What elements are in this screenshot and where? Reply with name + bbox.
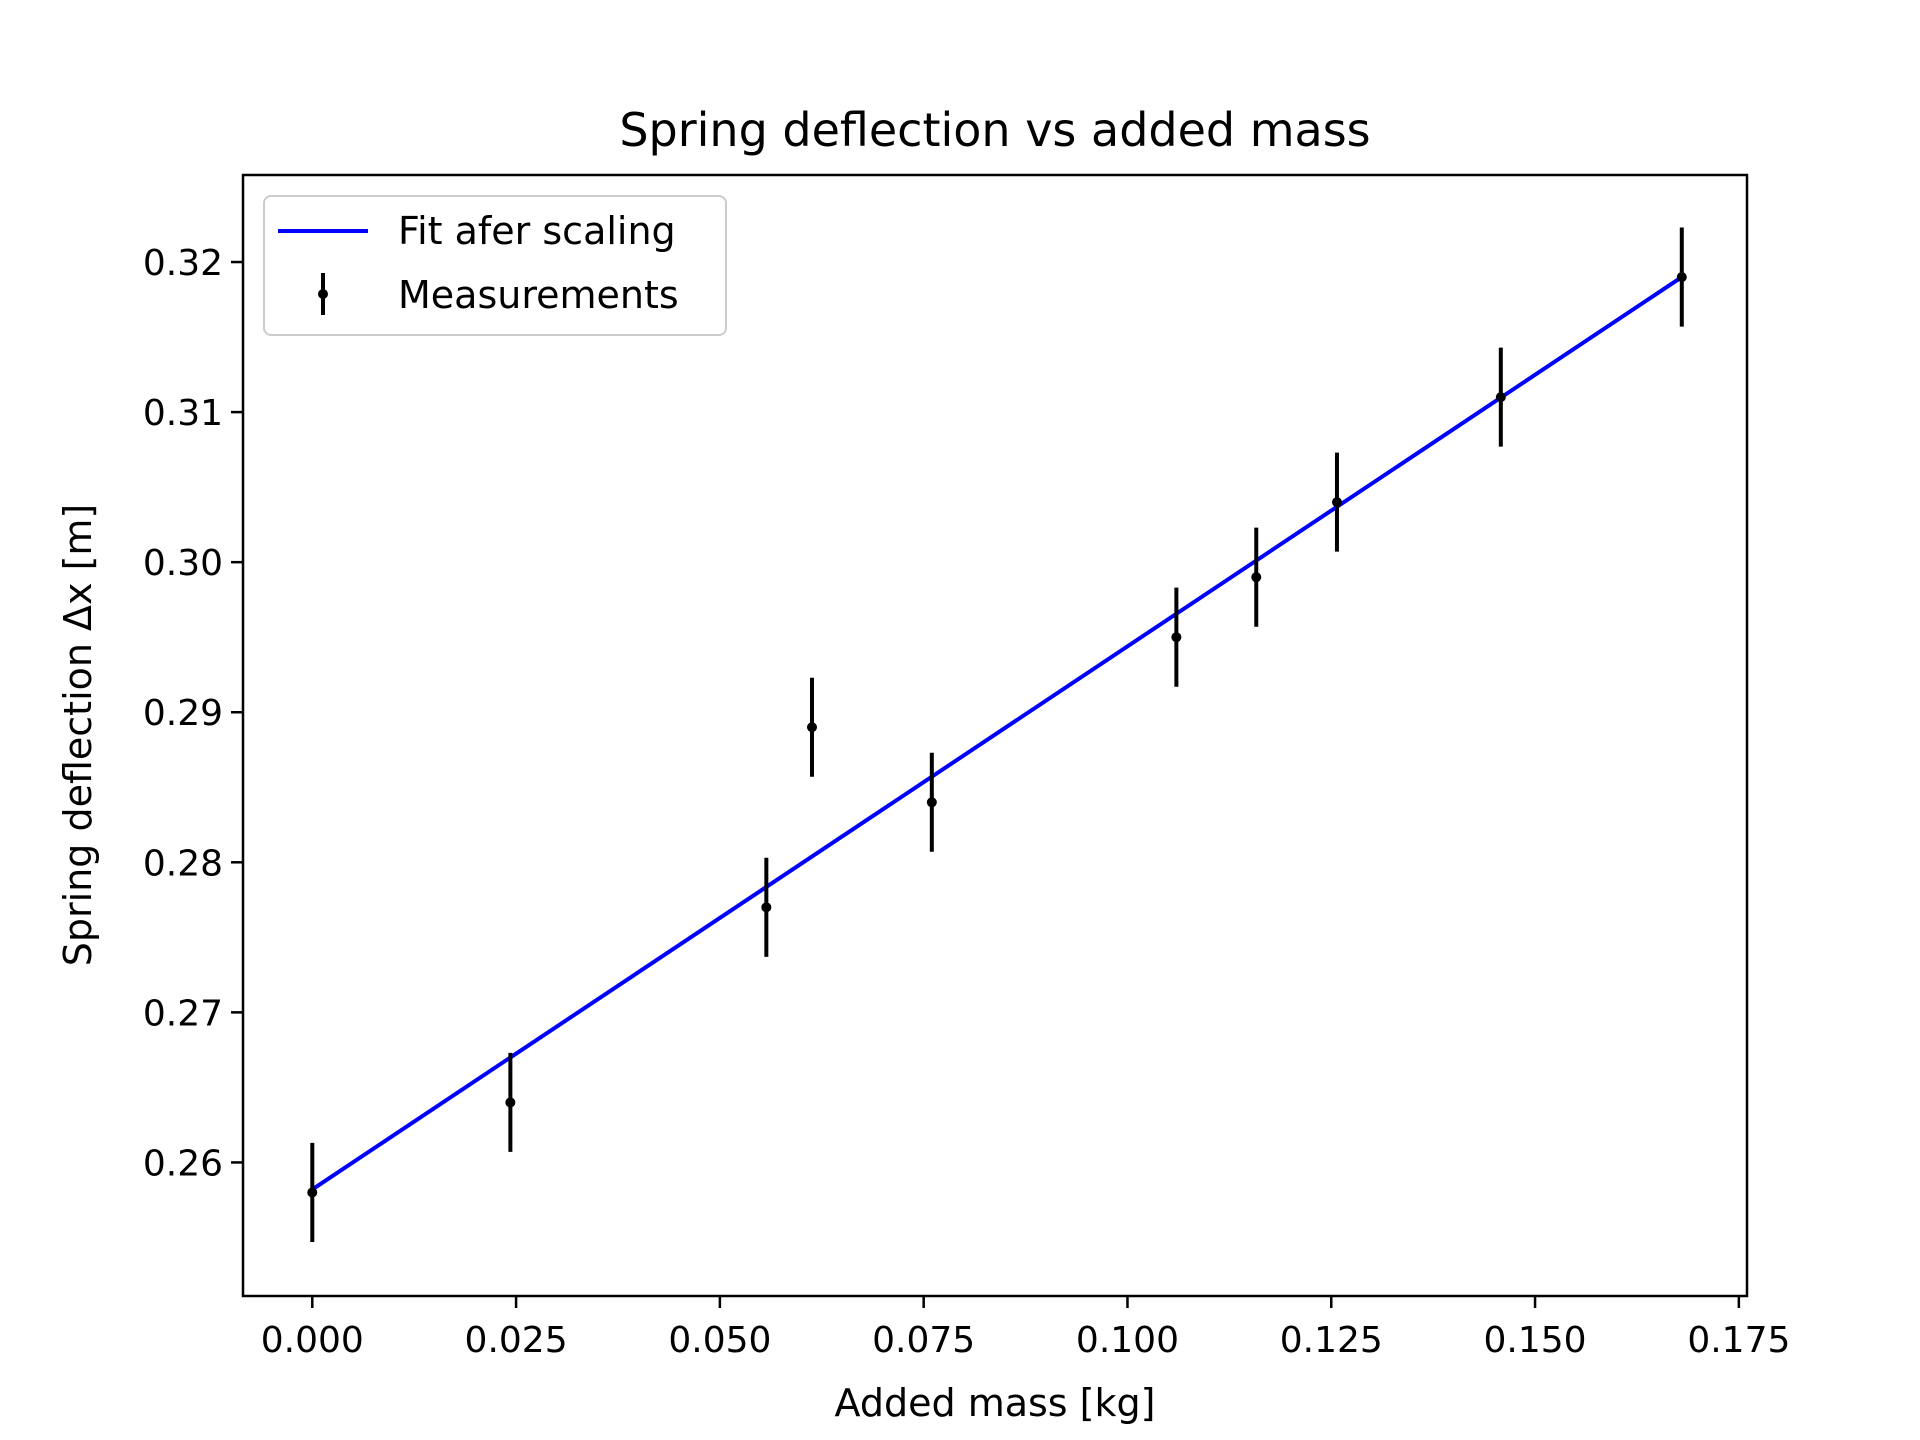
- legend-box: [263, 195, 727, 336]
- measurement-point: [1331, 497, 1342, 508]
- measurement-point: [761, 902, 772, 913]
- measurement-point: [1676, 272, 1687, 283]
- measurement-point: [1495, 392, 1506, 403]
- y-axis-label: Spring deflection Δx [m]: [56, 504, 100, 967]
- axes-frame: [241, 173, 1749, 1298]
- x-tick-label: 0.125: [1280, 1320, 1383, 1361]
- x-tick-label: 0.100: [1076, 1320, 1179, 1361]
- y-tick-label: 0.27: [143, 993, 223, 1034]
- x-tick-label: 0.050: [668, 1320, 771, 1361]
- measurement-point: [505, 1097, 516, 1108]
- plot-area: [307, 227, 1687, 1242]
- legend: Fit afer scaling Measurements: [263, 195, 727, 336]
- y-tick-label: 0.26: [143, 1143, 223, 1184]
- x-tick-label: 0.000: [261, 1320, 364, 1361]
- y-tick-label: 0.28: [143, 843, 223, 884]
- measurement-point: [806, 722, 817, 733]
- measurement-point: [926, 797, 937, 808]
- chart-title: Spring deflection vs added mass: [619, 103, 1370, 157]
- legend-fit-label: Fit afer scaling: [398, 209, 676, 253]
- x-axis-label: Added mass [kg]: [835, 1381, 1156, 1425]
- x-tick-label: 0.175: [1687, 1320, 1790, 1361]
- y-tick-label: 0.30: [143, 543, 223, 584]
- measurement-point: [1171, 632, 1182, 643]
- x-tick-label: 0.150: [1484, 1320, 1587, 1361]
- legend-measurements-label: Measurements: [398, 273, 679, 317]
- x-tick-label: 0.025: [465, 1320, 568, 1361]
- ticks: 0.000 0.025 0.050 0.075 0.100 0.125 0.150 0.175…: [143, 243, 1791, 1361]
- x-tick-label: 0.075: [872, 1320, 975, 1361]
- fit-line: [311, 275, 1683, 1192]
- legend-measurements-marker-swatch: [318, 289, 328, 299]
- y-tick-label: 0.31: [143, 393, 223, 434]
- y-tick-label: 0.29: [143, 693, 223, 734]
- measurement-point: [307, 1187, 318, 1198]
- measurement-point: [1251, 572, 1262, 583]
- y-tick-label: 0.32: [143, 243, 223, 284]
